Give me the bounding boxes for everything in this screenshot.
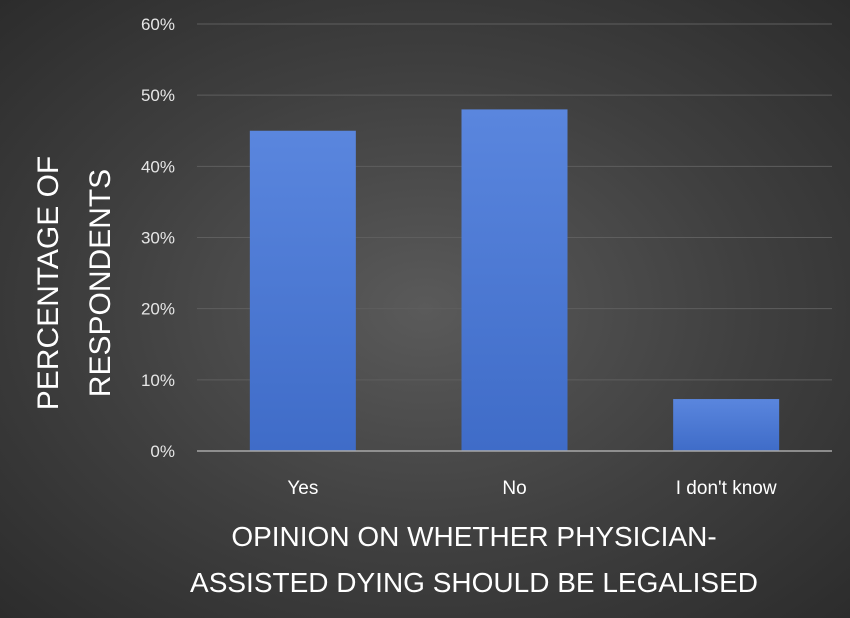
y-tick-label: 30% bbox=[141, 229, 175, 248]
x-axis-title-line-2: ASSISTED DYING SHOULD BE LEGALISED bbox=[190, 567, 758, 598]
y-tick-label: 50% bbox=[141, 86, 175, 105]
category-label: I don't know bbox=[676, 478, 777, 499]
category-label: Yes bbox=[287, 478, 318, 499]
y-tick-label: 0% bbox=[150, 442, 175, 461]
y-axis-title-line-2: RESPONDENTS bbox=[84, 169, 117, 397]
y-tick-label: 20% bbox=[141, 300, 175, 319]
x-axis-title-line-1: OPINION ON WHETHER PHYSICIAN- bbox=[231, 521, 716, 552]
y-tick-label: 60% bbox=[141, 15, 175, 34]
category-label: No bbox=[502, 478, 526, 499]
bars bbox=[249, 109, 780, 452]
y-axis-title-line-1: PERCENTAGE OF bbox=[32, 156, 65, 410]
y-axis-title-2: RESPONDENTS bbox=[84, 169, 117, 397]
y-tick-label: 40% bbox=[141, 157, 175, 176]
bar bbox=[461, 109, 568, 452]
y-tick-label: 10% bbox=[141, 371, 175, 390]
category-labels: Yes No I don't know bbox=[287, 478, 777, 499]
y-axis-title: PERCENTAGE OF bbox=[32, 156, 65, 410]
bar bbox=[673, 399, 780, 451]
bar bbox=[249, 130, 356, 451]
y-tick-labels: 0% 10% 20% 30% 40% 50% 60% bbox=[141, 15, 175, 461]
